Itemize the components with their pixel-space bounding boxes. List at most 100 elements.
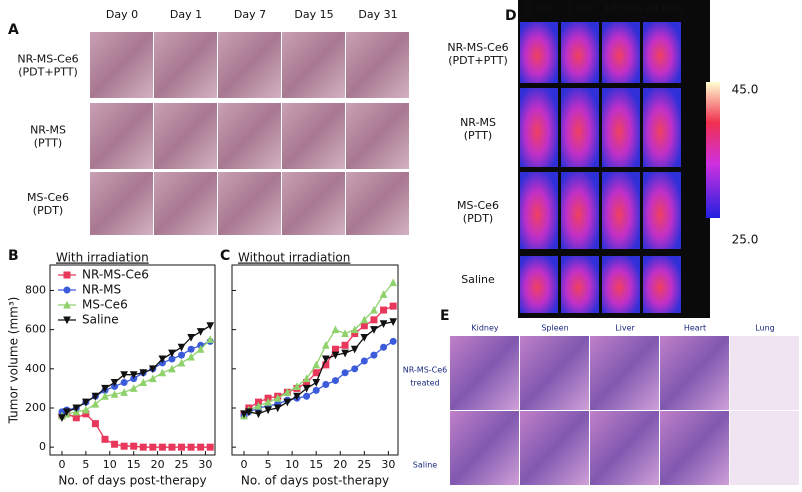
legend-label: MS-Ce6 xyxy=(82,298,128,312)
marker xyxy=(82,410,90,418)
marker xyxy=(360,315,369,324)
marker xyxy=(379,290,388,298)
thermal-image xyxy=(520,22,558,83)
marker xyxy=(341,329,349,338)
x-tick-label: 0 xyxy=(241,458,248,471)
y-tick-label: 600 xyxy=(25,323,46,336)
x-tick-label: 10 xyxy=(285,458,299,471)
panel-letter: C xyxy=(220,248,230,264)
marker xyxy=(178,443,186,451)
panel-letter: E xyxy=(440,308,450,324)
photo xyxy=(218,32,281,98)
marker xyxy=(312,369,320,377)
thermal-image xyxy=(643,172,681,249)
histology-image xyxy=(590,336,659,410)
marker xyxy=(312,379,321,387)
histology-image xyxy=(590,411,659,485)
marker xyxy=(196,328,205,336)
x-tick-label: 20 xyxy=(151,458,165,471)
thermal-image xyxy=(561,256,599,313)
marker xyxy=(331,351,340,360)
photo xyxy=(346,32,409,98)
marker xyxy=(62,408,71,417)
thermal-image xyxy=(561,22,599,83)
column-label: Heart xyxy=(684,324,706,333)
marker xyxy=(206,335,215,343)
marker xyxy=(139,369,148,377)
photo xyxy=(218,103,281,169)
column-label: Lung xyxy=(755,324,775,333)
photo xyxy=(154,103,217,169)
photo xyxy=(282,103,345,169)
marker xyxy=(254,410,263,419)
marker xyxy=(168,355,176,363)
histology-image xyxy=(520,336,589,410)
marker xyxy=(312,360,321,369)
marker xyxy=(322,361,330,369)
marker xyxy=(101,392,109,400)
marker xyxy=(331,325,340,334)
marker xyxy=(168,349,176,358)
row-label: (PTT) xyxy=(464,129,492,142)
thermal-image xyxy=(561,88,599,167)
y-tick-label: 200 xyxy=(25,401,46,414)
panel-letter: A xyxy=(8,22,19,38)
marker xyxy=(101,384,109,393)
thermal-image xyxy=(602,88,640,167)
marker xyxy=(350,345,359,354)
marker xyxy=(370,326,378,334)
marker xyxy=(120,442,128,450)
marker xyxy=(111,440,119,448)
marker xyxy=(303,392,311,400)
marker xyxy=(120,388,128,396)
panel-letter: D xyxy=(505,8,517,24)
histology-image xyxy=(450,336,519,410)
marker xyxy=(72,414,80,422)
marker xyxy=(351,365,359,373)
x-tick-label: 10 xyxy=(103,458,117,471)
marker xyxy=(91,399,100,408)
marker xyxy=(148,365,157,374)
marker xyxy=(91,392,100,401)
marker xyxy=(120,379,128,387)
thermal-image xyxy=(643,256,681,313)
marker xyxy=(197,443,205,451)
marker xyxy=(187,352,195,361)
y-tick-label: 400 xyxy=(25,362,46,375)
x-axis-label: No. of days post-therapy xyxy=(241,474,389,488)
x-tick-label: 25 xyxy=(175,458,189,471)
marker xyxy=(341,341,349,349)
marker xyxy=(206,322,215,330)
x-tick-label: 30 xyxy=(381,458,395,471)
marker xyxy=(302,374,311,383)
marker xyxy=(120,371,128,379)
photo xyxy=(218,172,281,235)
marker xyxy=(206,443,214,451)
y-tick-label: 0 xyxy=(39,440,46,453)
column-label: Kidney xyxy=(471,324,499,333)
column-label: Day 15 xyxy=(294,8,333,21)
marker xyxy=(350,325,359,334)
marker xyxy=(360,333,369,342)
marker xyxy=(168,443,176,451)
photo xyxy=(346,103,409,169)
chart-title: Without irradiation xyxy=(238,251,350,265)
marker xyxy=(379,320,388,328)
marker xyxy=(312,386,320,394)
marker xyxy=(341,349,349,358)
histology-image xyxy=(730,411,799,485)
row-label: NR-MS xyxy=(30,124,66,137)
legend-label: NR-MS-Ce6 xyxy=(82,268,149,282)
marker xyxy=(360,357,368,365)
marker xyxy=(91,420,99,428)
marker xyxy=(283,388,292,396)
thermal-image xyxy=(643,22,681,83)
histology-image xyxy=(730,336,799,410)
row-label: (PTT) xyxy=(34,137,62,150)
marker xyxy=(303,379,311,387)
marker xyxy=(389,337,397,345)
marker xyxy=(187,345,195,353)
legend-marker xyxy=(63,271,71,279)
row-label: NR-MS-Ce6 xyxy=(447,41,508,54)
